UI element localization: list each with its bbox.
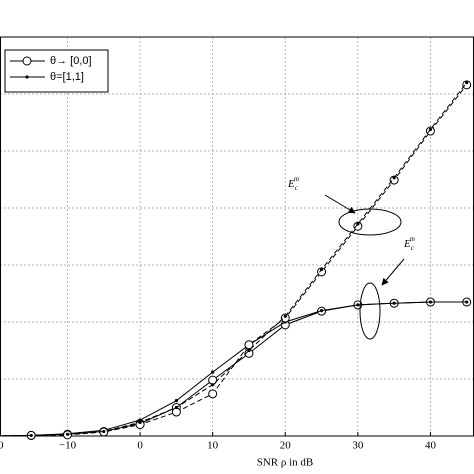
- marker: [392, 301, 396, 305]
- x-tick-label: 0: [137, 440, 143, 452]
- marker: [244, 340, 254, 350]
- legend-marker: [22, 56, 32, 66]
- marker: [280, 313, 290, 323]
- marker: [392, 176, 396, 180]
- series-line: [0, 301, 467, 437]
- marker: [353, 221, 363, 231]
- axes-frame: [0, 36, 474, 437]
- marker: [462, 80, 472, 90]
- x-tick-label: −20: [0, 440, 4, 452]
- marker: [247, 348, 251, 353]
- ellipse: [359, 282, 381, 340]
- series-line: [0, 84, 468, 437]
- marker: [428, 127, 433, 131]
- marker: [317, 267, 327, 277]
- marker: [465, 300, 469, 304]
- marker: [211, 383, 215, 387]
- marker: [465, 81, 469, 85]
- marker: [138, 420, 142, 424]
- marker: [428, 300, 433, 304]
- legend-label: θ=[1,1]: [50, 71, 84, 83]
- x-axis-label: SNR ρ in dB: [257, 457, 314, 469]
- x-tick-label: 40: [425, 440, 437, 452]
- marker: [174, 405, 178, 410]
- legend: θ→ [0,0] θ=[1,1]: [4, 49, 109, 93]
- marker: [356, 222, 360, 226]
- arrow: [381, 258, 405, 286]
- legend-marker: [25, 75, 29, 79]
- marker: [29, 433, 33, 438]
- marker: [425, 126, 435, 136]
- annotation: Ecm: [403, 235, 415, 252]
- x-tick-label: −10: [59, 440, 77, 452]
- marker: [174, 399, 178, 403]
- marker: [208, 375, 218, 385]
- marker: [283, 314, 287, 318]
- legend-box: [4, 49, 109, 93]
- ellipse: [338, 208, 402, 236]
- marker: [208, 389, 218, 399]
- annotation: Ecm: [287, 175, 299, 192]
- marker: [319, 267, 324, 272]
- series-line: [0, 82, 468, 437]
- marker: [319, 309, 324, 313]
- arrow: [324, 194, 356, 214]
- marker: [389, 175, 399, 185]
- marker: [102, 429, 106, 434]
- x-tick-label: 10: [207, 440, 219, 452]
- marker: [65, 432, 70, 436]
- marker: [171, 407, 181, 417]
- x-tick-label: 30: [352, 440, 364, 452]
- marker: [356, 303, 360, 307]
- legend-label: θ→ [0,0]: [50, 55, 92, 67]
- x-tick-label: 20: [280, 440, 292, 452]
- marker: [211, 370, 215, 374]
